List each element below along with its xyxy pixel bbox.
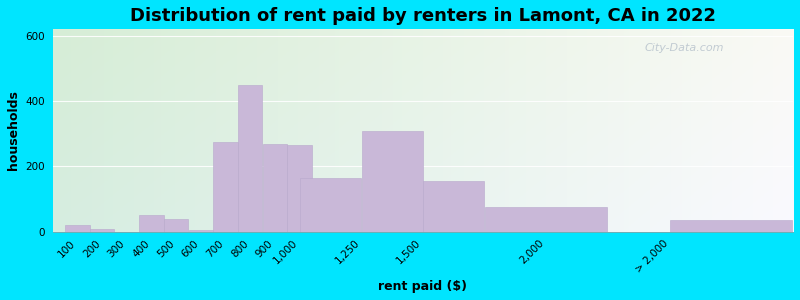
Bar [300,178,361,232]
Bar [670,220,793,232]
Title: Distribution of rent paid by renters in Lamont, CA in 2022: Distribution of rent paid by renters in … [130,7,716,25]
Bar [139,215,164,232]
Bar [362,130,422,232]
Bar [66,225,90,232]
Bar [238,85,262,232]
Bar [164,219,188,232]
Bar [486,207,607,232]
Y-axis label: households: households [7,91,20,170]
Bar [90,229,114,232]
Bar [189,230,213,232]
X-axis label: rent paid ($): rent paid ($) [378,280,467,293]
Bar [287,145,312,232]
Bar [262,144,287,232]
Bar [423,181,484,232]
Bar [214,142,238,232]
Text: City-Data.com: City-Data.com [645,44,725,53]
